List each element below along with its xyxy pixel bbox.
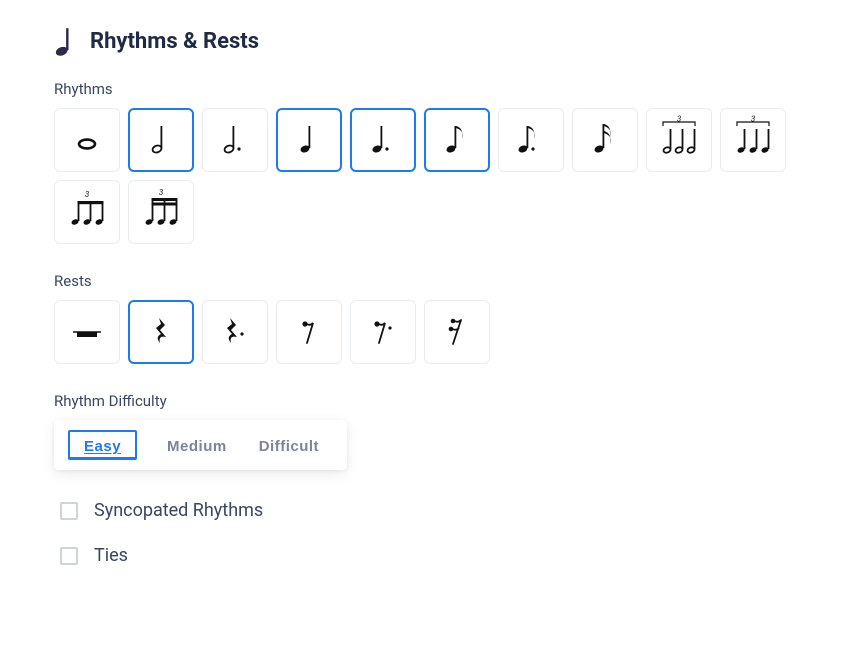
rhythm-tile-eighth-triplet[interactable]: 3 [54,180,120,244]
dotted-eighth-rest-icon [359,306,407,358]
half-note-icon [137,114,185,166]
rests-tile-row [54,300,813,364]
rest-tile-dotted-quarter-rest[interactable] [202,300,268,364]
checkbox-row-ties: Ties [60,545,813,566]
rhythm-tile-quarter-triplet[interactable]: 3 [720,108,786,172]
dotted-half-note-icon [211,114,259,166]
eighth-note-icon [433,114,481,166]
sixteenth-triplet-icon: 3 [137,186,185,238]
rest-tile-quarter-rest[interactable] [128,300,194,364]
dotted-quarter-rest-icon [211,306,259,358]
svg-text:3: 3 [751,115,756,124]
eighth-triplet-icon: 3 [63,186,111,238]
rhythms-label: Rhythms [54,80,813,98]
rhythms-and-rests-panel: Rhythms & Rests Rhythms 3 3 3 3 Rests Rhyth… [0,0,867,630]
rests-label: Rests [54,272,813,290]
whole-half-rest-icon [63,306,111,358]
quarter-note-icon [54,28,76,54]
rest-tile-eighth-rest[interactable] [276,300,342,364]
dotted-eighth-note-icon [507,114,555,166]
checkbox-syncopated[interactable] [60,502,78,520]
sixteenth-rest-icon [433,306,481,358]
half-triplet-icon: 3 [655,114,703,166]
rest-tile-dotted-eighth-rest[interactable] [350,300,416,364]
rest-tile-whole-half-rest[interactable] [54,300,120,364]
section-title-text: Rhythms & Rests [90,29,259,54]
section-header: Rhythms & Rests [54,28,813,54]
difficulty-option-medium[interactable]: Medium [165,434,229,457]
whole-note-icon [63,114,111,166]
rhythm-tile-half-note[interactable] [128,108,194,172]
rest-tile-sixteenth-rest[interactable] [424,300,490,364]
quarter-rest-icon [137,306,185,358]
rhythm-tile-half-triplet[interactable]: 3 [646,108,712,172]
dotted-quarter-note-icon [359,114,407,166]
rhythm-tile-dotted-eighth-note[interactable] [498,108,564,172]
checkbox-ties[interactable] [60,547,78,565]
rhythm-tile-eighth-note[interactable] [424,108,490,172]
rhythm-tile-dotted-quarter-note[interactable] [350,108,416,172]
svg-text:3: 3 [159,188,164,197]
difficulty-section: Easy Medium Difficult [54,420,813,470]
quarter-note-icon [285,114,333,166]
difficulty-card: Easy Medium Difficult [54,420,347,470]
eighth-rest-icon [285,306,333,358]
checkboxes-group: Syncopated Rhythms Ties [54,500,813,566]
difficulty-option-difficult[interactable]: Difficult [257,434,321,457]
difficulty-label: Rhythm Difficulty [54,392,813,410]
rhythm-tile-sixteenth-triplet[interactable]: 3 [128,180,194,244]
rhythms-tile-row: 3 3 3 3 [54,108,813,244]
svg-text:3: 3 [677,115,682,124]
checkbox-label-syncopated: Syncopated Rhythms [94,500,263,521]
checkbox-row-syncopated: Syncopated Rhythms [60,500,813,521]
rhythm-tile-sixteenth-note[interactable] [572,108,638,172]
sixteenth-note-icon [581,114,629,166]
difficulty-option-easy[interactable]: Easy [68,430,137,460]
rhythm-tile-quarter-note[interactable] [276,108,342,172]
rhythm-tile-dotted-half-note[interactable] [202,108,268,172]
checkbox-label-ties: Ties [94,545,128,566]
quarter-triplet-icon: 3 [729,114,777,166]
svg-text:3: 3 [85,190,90,199]
rhythm-tile-whole-note[interactable] [54,108,120,172]
